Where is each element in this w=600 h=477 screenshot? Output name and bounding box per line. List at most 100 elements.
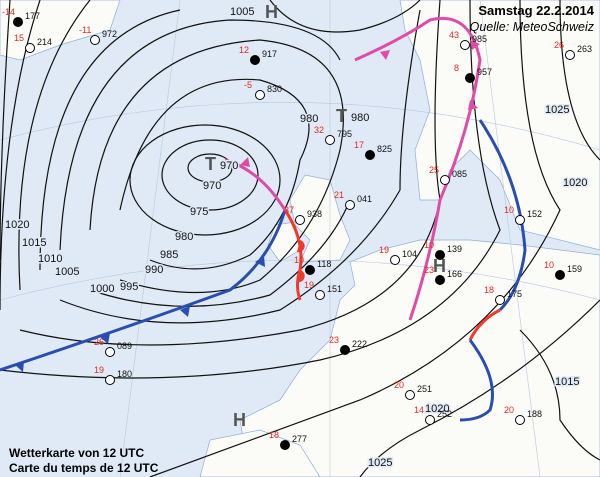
cloud-cover-icon: [25, 43, 35, 53]
station-plot: 085 25: [429, 165, 467, 185]
station-pressure: 151: [327, 284, 342, 294]
station-pressure: 041: [357, 194, 372, 204]
station-temperature: 14: [414, 405, 424, 415]
station-plot: 985 43: [449, 30, 487, 50]
station-temperature: -11: [79, 25, 91, 35]
cloud-cover-icon: [440, 175, 450, 185]
station-temperature: 26: [94, 337, 104, 347]
station-pressure: 825: [377, 144, 392, 154]
cloud-cover-icon: [255, 90, 265, 100]
north-africa: [199, 429, 321, 477]
station-temperature: 18: [484, 285, 494, 295]
cloud-cover-icon: [305, 265, 315, 275]
station-plot: 152 10: [504, 205, 542, 225]
isobar-label: 990: [145, 264, 163, 276]
station-plot: 795 32: [314, 125, 352, 145]
station-plot: 263 26: [554, 40, 592, 60]
caption-de: Wetterkarte von 12 UTC: [9, 446, 145, 460]
station-temperature: 26: [554, 40, 564, 50]
great-britain: [289, 174, 351, 263]
station-pressure: 085: [452, 169, 467, 179]
isobar-label: 1020: [425, 403, 449, 415]
cloud-cover-icon: [515, 415, 525, 425]
center-pressure: 980: [351, 112, 369, 124]
occluded-front-2: [354, 16, 482, 321]
station-temperature: 12: [239, 45, 249, 55]
station-plot: 251 20: [394, 380, 432, 400]
station-plot: 180 19: [94, 365, 132, 385]
center-pressure: 970: [220, 160, 238, 172]
station-pressure: 188: [527, 409, 542, 419]
caption-fr: Carte du temps de 12 UTC: [9, 461, 159, 475]
station-pressure: 252: [437, 409, 452, 419]
cold-front: [0, 209, 287, 372]
station-pressure: 118: [317, 259, 331, 269]
cloud-cover-icon: [405, 390, 415, 400]
station-pressure: 222: [352, 339, 367, 349]
cloud-cover-icon: [390, 255, 400, 265]
station-pressure: 251: [417, 384, 432, 394]
station-plot: 214 15: [14, 33, 52, 53]
cloud-cover-icon: [325, 135, 335, 145]
station-temperature: 43: [449, 30, 459, 40]
cloud-cover-icon: [565, 50, 575, 60]
isobar-label: 1015: [555, 376, 579, 388]
station-pressure: 175: [507, 289, 522, 299]
isobar-label: 995: [120, 281, 138, 293]
station-pressure: 089: [117, 341, 132, 351]
cloud-cover-icon: [295, 215, 305, 225]
station-plot: 825 17: [354, 140, 392, 160]
cloud-cover-icon: [340, 345, 350, 355]
map-caption: Wetterkarte von 12 UTC Carte du temps de…: [9, 446, 158, 476]
station-pressure: 159: [567, 264, 582, 274]
isobar-label: 1005: [230, 6, 254, 18]
station-plot: 104 19: [379, 245, 417, 265]
station-plot: 277 18: [269, 430, 307, 450]
cold-front-2: [478, 119, 527, 312]
station-plot: 222 23: [329, 335, 367, 355]
station-temperature: 10: [504, 205, 514, 215]
station-plot: 938 37: [284, 205, 322, 225]
station-plot: 118 10: [294, 255, 331, 275]
isobar-label: 1000: [90, 283, 114, 295]
station-plot: 957 8: [454, 63, 492, 83]
date-title: Samstag 22.2.2014: [478, 3, 594, 18]
cloud-cover-icon: [280, 440, 290, 450]
map-title: Samstag 22.2.2014 Quelle: MeteoSchweiz: [470, 3, 594, 35]
station-plot: 917 12: [239, 45, 277, 65]
station-temperature: 20: [394, 380, 404, 390]
station-pressure: 263: [577, 44, 592, 54]
isobar-label: 970: [203, 180, 221, 192]
isobar-label: 1025: [545, 104, 569, 116]
station-temperature: 37: [284, 205, 294, 215]
station-temperature: 23: [329, 335, 339, 345]
station-plot: 252 14: [414, 405, 452, 425]
station-temperature: 19: [94, 365, 104, 375]
station-pressure: 180: [117, 369, 132, 379]
fronts: [0, 16, 527, 422]
station-pressure: 177: [25, 11, 40, 21]
cloud-cover-icon: [515, 215, 525, 225]
station-temperature: -14: [2, 7, 15, 17]
isobar-label: 985: [160, 249, 178, 261]
cloud-cover-icon: [495, 295, 505, 305]
station-plot: 151 19: [304, 280, 342, 300]
cloud-cover-icon: [365, 150, 375, 160]
cloud-cover-icon: [105, 375, 115, 385]
station-temperature: 32: [314, 125, 324, 135]
cloud-cover-icon: [90, 35, 100, 45]
cloud-cover-icon: [435, 275, 445, 285]
station-pressure: 104: [402, 249, 417, 259]
station-pressure: 957: [477, 67, 492, 77]
station-temperature: -5: [244, 80, 252, 90]
station-pressure: 277: [292, 434, 307, 444]
high-pressure-center: H: [433, 256, 446, 276]
station-plot: 972 -11: [79, 25, 117, 45]
low-pressure-center: T: [336, 106, 347, 126]
isobar-label: 1005: [55, 266, 79, 278]
cloud-cover-icon: [460, 40, 470, 50]
isobar-label: 1020: [563, 177, 587, 189]
station-pressure: 938: [307, 209, 322, 219]
